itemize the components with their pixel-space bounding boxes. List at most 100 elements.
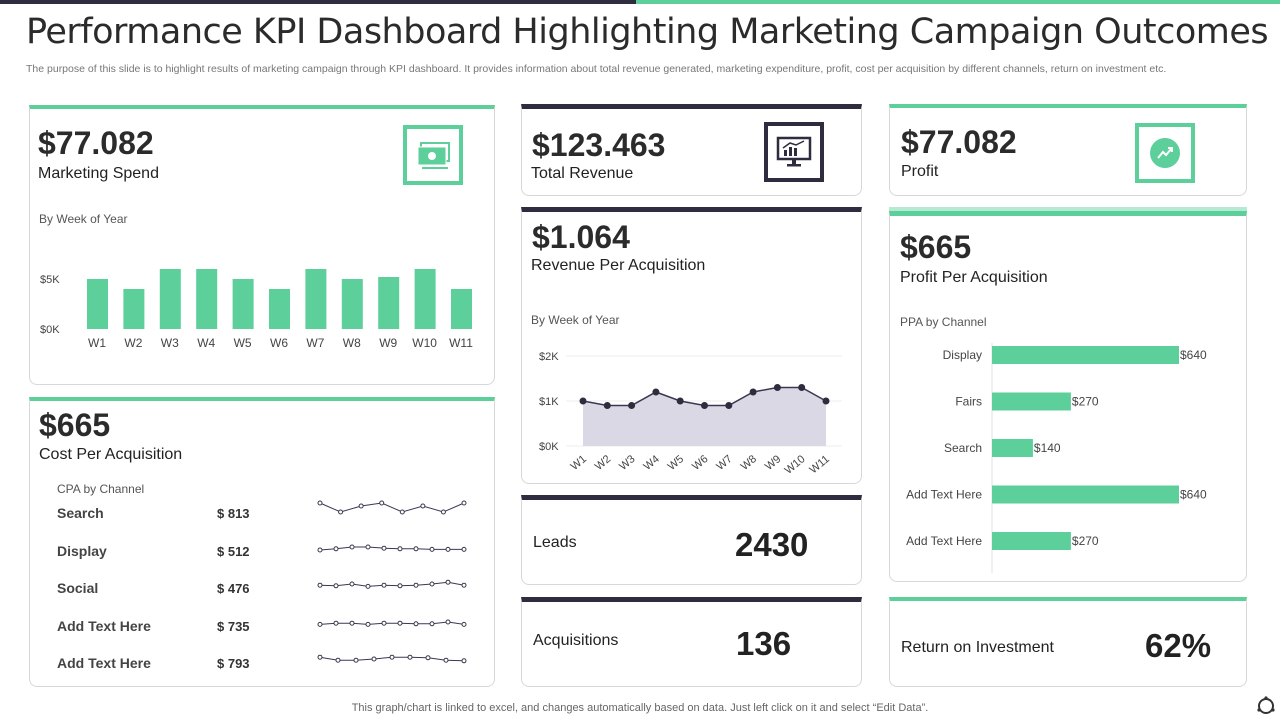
acquisitions-value: 136 bbox=[736, 625, 792, 662]
cpa-label: Cost Per Acquisition bbox=[39, 446, 183, 463]
sparkline-point bbox=[413, 582, 419, 588]
sparkline-point bbox=[440, 509, 446, 515]
sparkline-point bbox=[317, 500, 323, 506]
sparkline-point bbox=[443, 657, 449, 663]
x-tick-label: W9 bbox=[763, 453, 783, 473]
cpa-channel-label: Add Text Here bbox=[57, 617, 151, 634]
acquisitions-card[interactable]: Acquisitions 136 bbox=[521, 597, 862, 687]
cost-per-acquisition-card[interactable]: $665 Cost Per Acquisition CPA by Channel… bbox=[29, 397, 495, 687]
sparkline-point bbox=[317, 582, 323, 588]
sparkline-point bbox=[420, 503, 426, 509]
settings-ring-icon[interactable] bbox=[1256, 696, 1276, 716]
cpa-channel-label: Display bbox=[57, 542, 107, 559]
cpa-amount: $ 813 bbox=[217, 506, 250, 521]
roi-card[interactable]: Return on Investment 62% bbox=[889, 597, 1247, 687]
sparkline-path bbox=[319, 620, 465, 625]
bar-w3 bbox=[159, 269, 181, 329]
profit-value: $77.082 bbox=[901, 124, 1017, 160]
sparkline-point bbox=[365, 621, 371, 627]
cpa-amount: $ 512 bbox=[217, 543, 250, 559]
cpa-sparkline bbox=[317, 619, 467, 627]
cpa-amount: $ 735 bbox=[217, 618, 250, 634]
sparkline-point bbox=[371, 656, 377, 662]
sparkline-point bbox=[425, 655, 431, 661]
total-revenue-value: $123.463 bbox=[532, 127, 666, 163]
sparkline-point bbox=[445, 619, 451, 624]
data-point-w1 bbox=[579, 397, 587, 405]
marketing-spend-label: Marketing Spend bbox=[38, 165, 159, 182]
y-tick-label: $1K bbox=[539, 396, 559, 408]
money-icon bbox=[403, 125, 463, 185]
acquisitions-label: Acquisitions bbox=[533, 632, 619, 649]
profit-per-acquisition-top-accent bbox=[889, 207, 1247, 212]
sparkline-point bbox=[445, 546, 451, 552]
category-label: Search bbox=[944, 441, 982, 455]
profit-per-acquisition-card[interactable]: $665 Profit Per Acquisition PPA by Chann… bbox=[889, 207, 1247, 582]
roi-label: Return on Investment bbox=[901, 639, 1054, 656]
leads-card[interactable]: Leads 2430 bbox=[521, 495, 862, 585]
revenue-per-acquisition-card[interactable]: $1.064 Revenue Per Acquisition By Week o… bbox=[521, 207, 862, 484]
sparkline-point bbox=[461, 658, 467, 664]
bar-2 bbox=[992, 439, 1033, 457]
x-tick-label: W5 bbox=[666, 453, 686, 473]
sparkline-point bbox=[317, 547, 323, 552]
data-point-w6 bbox=[701, 402, 708, 409]
category-label: Add Text Here bbox=[906, 534, 982, 548]
x-tick-label: W7 bbox=[306, 336, 324, 350]
cpa-channel-label: Social bbox=[57, 580, 99, 596]
sparkline-point bbox=[399, 509, 405, 515]
x-tick-label: W8 bbox=[739, 453, 759, 473]
cpa-amount: $ 793 bbox=[217, 656, 250, 671]
y-tick-label: $0K bbox=[40, 324, 60, 336]
sparkline-path bbox=[319, 546, 464, 550]
data-point-w8 bbox=[749, 388, 757, 396]
sparkline-point bbox=[407, 654, 413, 660]
leads-label: Leads bbox=[533, 534, 577, 551]
profit-label: Profit bbox=[901, 163, 939, 180]
sparkline-point bbox=[338, 509, 344, 515]
bar-w9 bbox=[378, 277, 400, 329]
sparkline-point bbox=[397, 620, 403, 626]
rpa-label: Revenue Per Acquisition bbox=[531, 257, 706, 274]
sparkline-point bbox=[358, 503, 364, 509]
footer-note: This graph/chart is linked to excel, and… bbox=[351, 702, 929, 714]
x-tick-label: W1 bbox=[569, 453, 589, 473]
x-tick-label: W5 bbox=[234, 336, 252, 350]
ppa-chart-caption: PPA by Channel bbox=[900, 315, 987, 329]
sparkline-path bbox=[319, 502, 465, 513]
x-tick-label: W11 bbox=[449, 336, 473, 350]
x-tick-label: W10 bbox=[783, 453, 808, 477]
sparkline-point bbox=[317, 654, 323, 660]
bar-w2 bbox=[123, 289, 145, 329]
bar-4 bbox=[992, 532, 1071, 550]
data-label: $640 bbox=[1180, 348, 1207, 362]
x-tick-label: W11 bbox=[808, 453, 832, 476]
x-tick-label: W10 bbox=[412, 336, 437, 350]
bar-w10 bbox=[414, 269, 436, 329]
y-tick-label: $10K bbox=[40, 234, 66, 236]
sparkline-point bbox=[461, 582, 467, 588]
top-accent-bar-dark bbox=[0, 0, 636, 4]
sparkline-point bbox=[397, 583, 403, 589]
total-revenue-card[interactable]: $123.463 Total Revenue bbox=[521, 104, 862, 196]
category-label: Fairs bbox=[955, 395, 982, 409]
leads-value: 2430 bbox=[735, 526, 809, 563]
sparkline-point bbox=[429, 620, 435, 626]
sparkline-point bbox=[461, 621, 467, 627]
sparkline-point bbox=[335, 657, 341, 663]
page-subtitle: The purpose of this slide is to highligh… bbox=[26, 63, 1167, 75]
monitor-chart-icon bbox=[764, 122, 824, 182]
trend-up-icon bbox=[1135, 123, 1195, 183]
marketing-spend-card[interactable]: $77.082 Marketing Spend By Week of Year … bbox=[29, 105, 495, 385]
bar-w11 bbox=[451, 289, 472, 329]
sparkline-point bbox=[461, 546, 467, 552]
sparkline-point bbox=[365, 583, 371, 589]
sparkline-point bbox=[349, 620, 355, 626]
bar-1 bbox=[992, 392, 1071, 411]
sparkline-point bbox=[349, 544, 355, 549]
x-tick-label: W2 bbox=[593, 453, 613, 473]
cpa-caption: CPA by Channel bbox=[57, 482, 145, 496]
y-tick-label: $0K bbox=[539, 441, 559, 453]
profit-card[interactable]: $77.082 Profit bbox=[889, 104, 1247, 196]
bar-3 bbox=[992, 485, 1179, 504]
